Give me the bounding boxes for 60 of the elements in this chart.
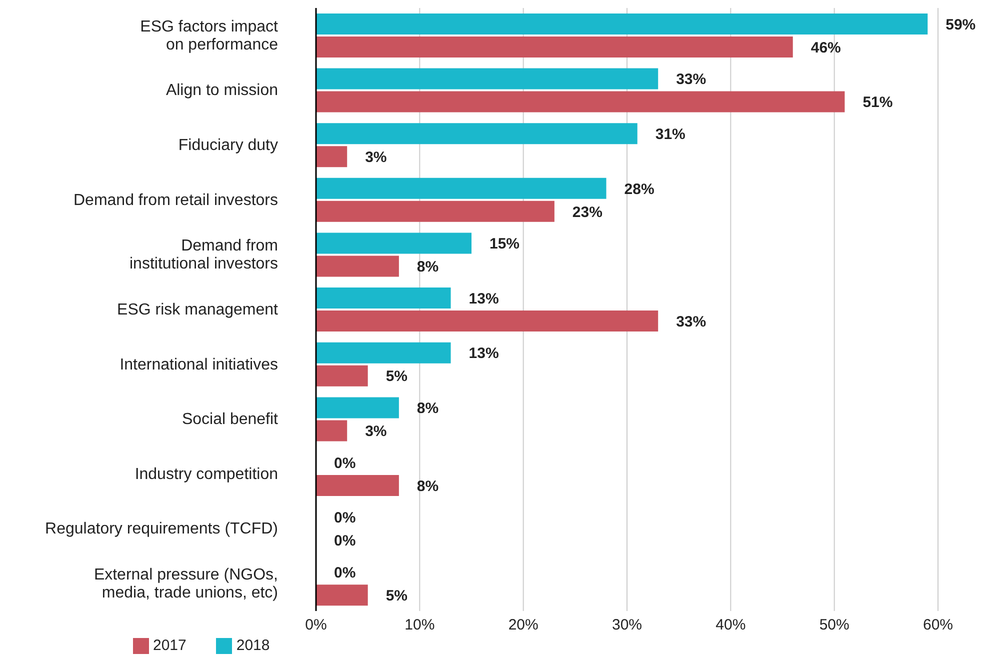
data-label: 13% bbox=[468, 290, 499, 308]
bar bbox=[316, 200, 554, 222]
x-tick-label: 30% bbox=[612, 616, 642, 634]
data-label: 5% bbox=[386, 587, 408, 604]
data-label: 59% bbox=[946, 16, 976, 34]
data-label: 3% bbox=[365, 148, 387, 166]
data-label: 23% bbox=[572, 204, 602, 221]
data-label: 0% bbox=[334, 564, 356, 582]
bar bbox=[316, 310, 658, 332]
bar bbox=[316, 178, 606, 199]
x-tick-label: 0% bbox=[305, 616, 327, 634]
y-tick-label: Demand from institutional investors bbox=[129, 237, 278, 272]
data-label: 15% bbox=[490, 236, 520, 253]
bar bbox=[316, 36, 793, 58]
y-tick-label: External pressure (NGOs, media, trade unions, etc) bbox=[94, 566, 278, 602]
bar bbox=[316, 232, 472, 254]
x-tick-label: 10% bbox=[404, 616, 435, 634]
bar bbox=[316, 91, 845, 112]
x-tick-label: 60% bbox=[922, 616, 954, 634]
bar bbox=[316, 342, 451, 364]
bar bbox=[316, 475, 399, 496]
data-label: 0% bbox=[334, 532, 356, 550]
bar bbox=[316, 397, 399, 418]
data-label: 31% bbox=[655, 126, 686, 143]
bar bbox=[316, 365, 368, 386]
x-tick-label: 20% bbox=[508, 616, 538, 634]
x-tick-label: 50% bbox=[819, 616, 850, 634]
legend-label: 2018 bbox=[236, 636, 270, 654]
data-label: 13% bbox=[468, 345, 499, 362]
data-label: 28% bbox=[624, 180, 654, 198]
legend-label: 2017 bbox=[153, 636, 186, 654]
data-label: 46% bbox=[810, 39, 841, 56]
data-label: 33% bbox=[676, 71, 706, 88]
data-label: 8% bbox=[416, 400, 439, 418]
data-label: 0% bbox=[334, 510, 356, 527]
data-label: 8% bbox=[416, 258, 439, 276]
y-tick-label: ESG risk management bbox=[117, 300, 279, 318]
y-tick-label: International initiatives bbox=[120, 356, 278, 373]
y-tick-label: Align to mission bbox=[166, 82, 278, 99]
bar bbox=[316, 13, 928, 34]
data-label: 0% bbox=[334, 454, 356, 472]
bar bbox=[316, 584, 368, 606]
data-label: 8% bbox=[416, 478, 439, 495]
bar bbox=[316, 146, 348, 168]
bar bbox=[316, 68, 658, 90]
y-tick-label: Demand from retail investors bbox=[73, 191, 278, 208]
data-label: 3% bbox=[365, 423, 387, 440]
data-label: 5% bbox=[386, 368, 408, 386]
bar bbox=[316, 420, 348, 442]
y-tick-label: Social benefit bbox=[182, 410, 279, 428]
data-label: 51% bbox=[862, 94, 893, 112]
y-tick-label: ESG factors impact on performance bbox=[140, 18, 279, 53]
y-tick-label: Fiduciary duty bbox=[178, 136, 278, 154]
data-label: 33% bbox=[676, 313, 706, 330]
y-tick-label: Regulatory requirements (TCFD) bbox=[45, 520, 278, 538]
x-tick-label: 40% bbox=[716, 616, 746, 634]
bar bbox=[316, 123, 638, 144]
bar bbox=[316, 288, 451, 309]
y-tick-label: Industry competition bbox=[134, 465, 278, 482]
bar bbox=[316, 256, 399, 277]
